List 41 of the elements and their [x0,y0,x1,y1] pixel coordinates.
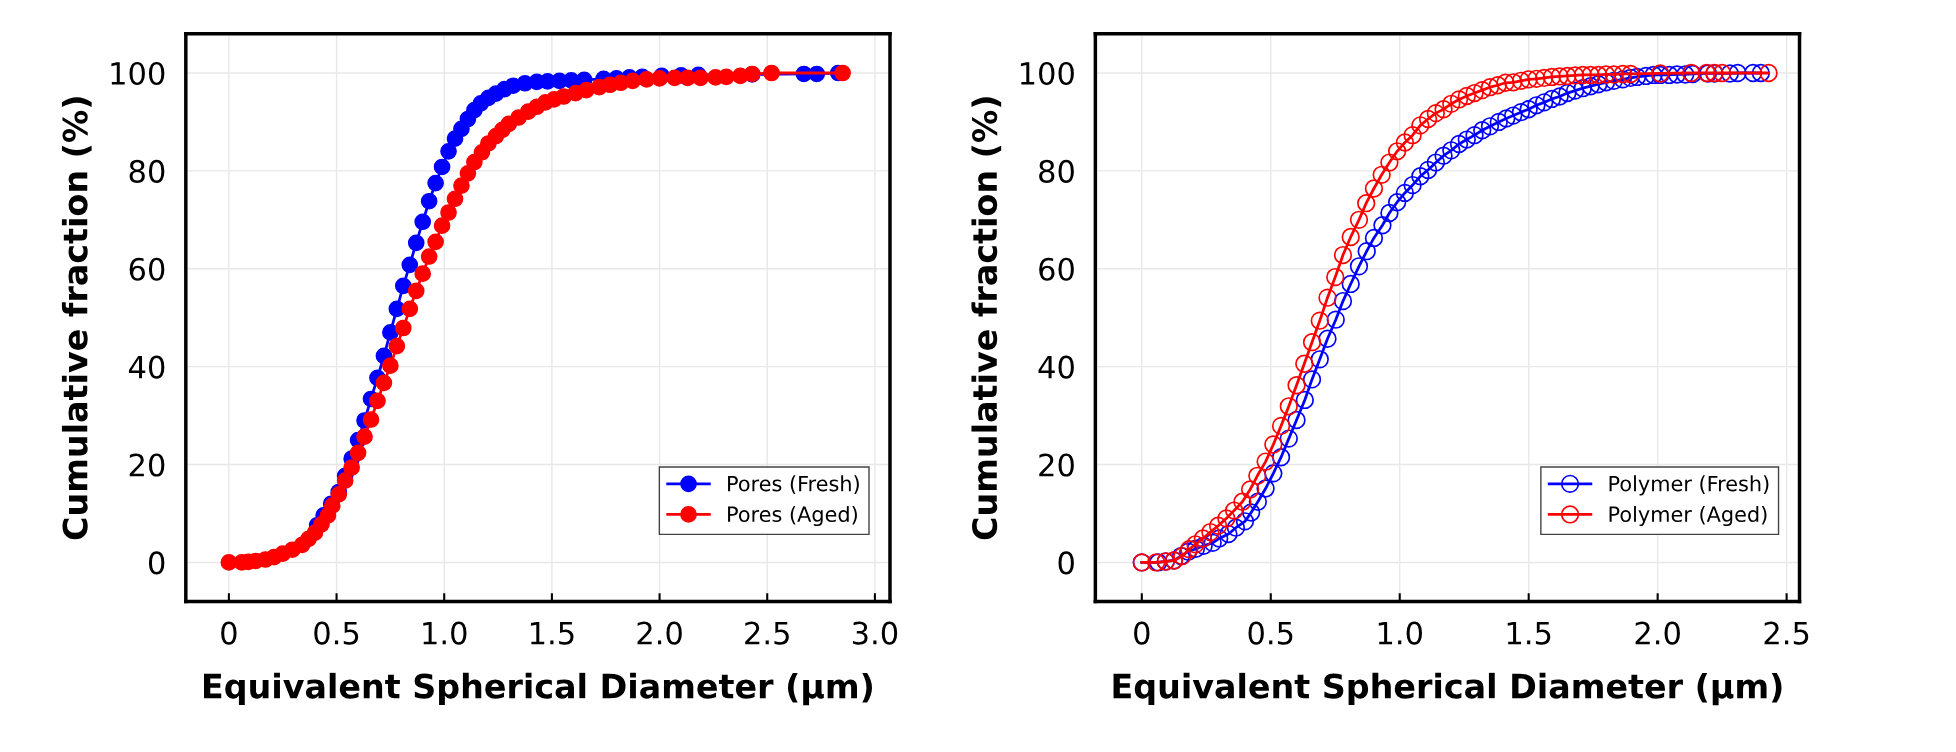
x-axis-title: Equivalent Spherical Diameter (µm) [204,672,872,706]
x-tick-label: 2.5 [745,621,789,645]
x-tick-label: 2.5 [1764,621,1809,645]
x-tick-label: 0 [221,621,237,645]
x-tick-label: 0 [1134,621,1150,645]
y-tick-label: 20 [129,453,165,477]
y-tick-label: 40 [1038,355,1074,379]
x-tick-label: 0.5 [1248,621,1293,645]
y-tick-label: 80 [129,159,165,183]
point [407,234,425,252]
y-tick-label: 20 [1039,453,1074,477]
point [440,142,457,160]
x-tick-label: 2.0 [637,621,682,645]
y-tick-label: 100 [1020,61,1074,86]
x-tick-label: 1.5 [530,621,574,645]
x-tick-label: 3.0 [852,621,898,645]
y-axis-title: Cumulative fraction (%) [61,97,92,540]
point [414,213,432,231]
point [427,174,444,192]
y-axis-title: Cumulative fraction (%) [971,97,1002,540]
y-tick-label: 40 [128,355,165,379]
y-tick-label: 0 [1058,551,1074,575]
point [420,192,438,210]
x-tick-label: 1.5 [1507,621,1551,645]
y-tick-label: 60 [1039,257,1074,281]
x-tick-label: 1.0 [1378,621,1422,645]
x-tick-label: 2.0 [1635,621,1680,645]
legend-label: Polymer (Fresh) [1609,475,1769,496]
legend-label: Pores (Fresh) [728,475,859,494]
x-axis-title: Equivalent Spherical Diameter (µm) [1113,672,1782,706]
y-tick-label: 80 [1039,159,1074,183]
point [401,256,419,274]
y-tick-label: 60 [129,257,165,281]
legend-label: Pores (Aged) [728,505,857,527]
x-tick-label: 1.0 [423,621,467,645]
y-tick-label: 0 [148,551,165,575]
point [433,158,451,176]
point [394,277,412,295]
x-tick-label: 0.5 [314,621,359,645]
y-tick-label: 100 [111,61,165,86]
legend-label: Polymer (Aged) [1609,505,1767,527]
